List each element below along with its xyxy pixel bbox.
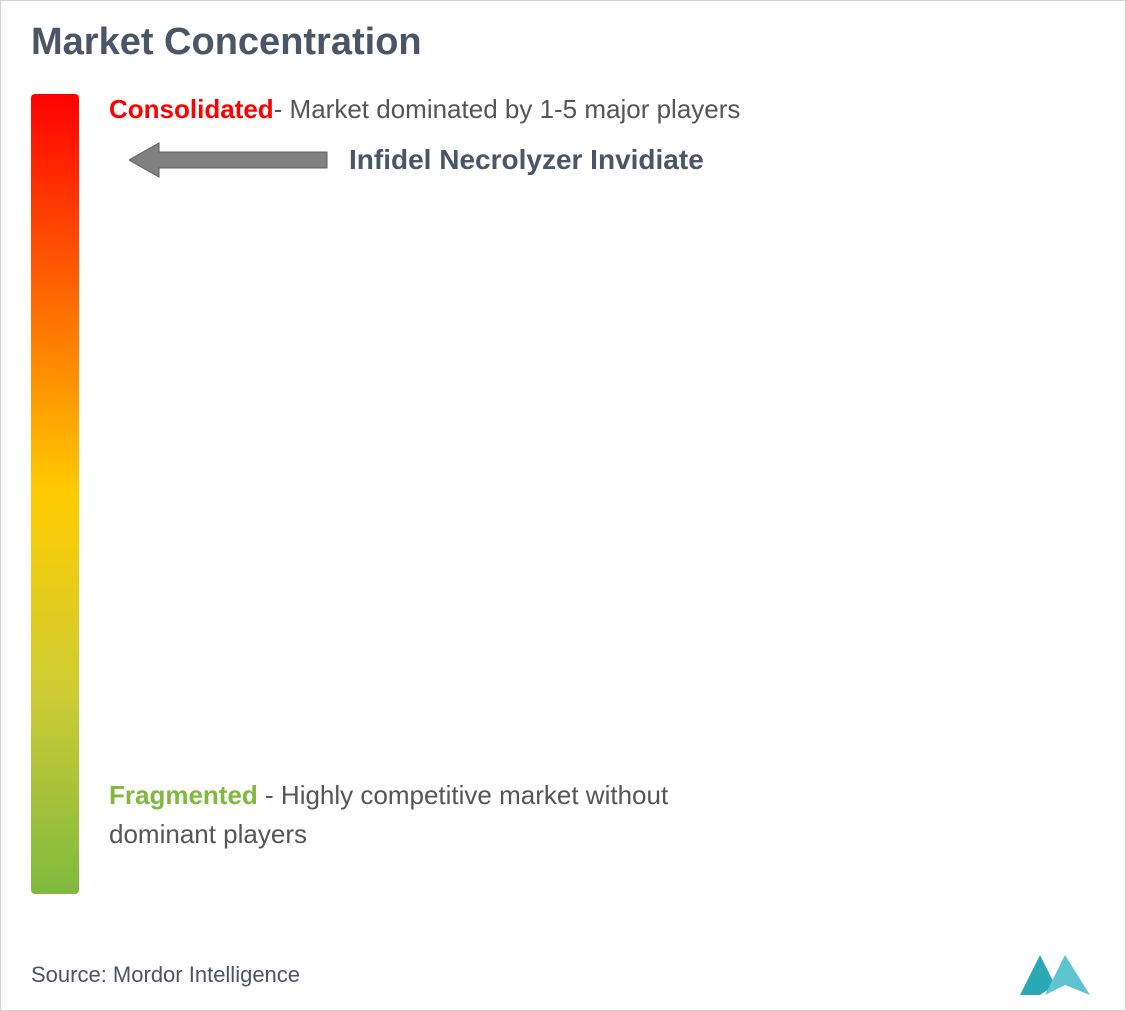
- fragmented-label: Fragmented: [109, 780, 258, 810]
- chart-container: Market Concentration Consolidated- Marke…: [0, 0, 1126, 1011]
- fragmented-description: Fragmented - Highly competitive market w…: [109, 776, 1095, 854]
- mordor-logo: [1015, 950, 1095, 1000]
- footer: Source: Mordor Intelligence: [31, 950, 1095, 1000]
- fragmented-text-line2: dominant players: [109, 819, 307, 849]
- market-indicator-row: Infidel Necrolyzer Invidiate: [129, 140, 1095, 180]
- fragmented-text-line1: - Highly competitive market without: [258, 780, 668, 810]
- source-attribution: Source: Mordor Intelligence: [31, 962, 300, 988]
- market-name-label: Infidel Necrolyzer Invidiate: [349, 144, 704, 176]
- chart-title: Market Concentration: [31, 21, 1095, 64]
- consolidated-label: Consolidated: [109, 94, 274, 124]
- consolidated-text: - Market dominated by 1-5 major players: [274, 94, 741, 124]
- position-arrow-icon: [129, 140, 329, 180]
- descriptions-column: Consolidated- Market dominated by 1-5 ma…: [109, 94, 1095, 894]
- consolidated-description: Consolidated- Market dominated by 1-5 ma…: [109, 94, 1095, 125]
- logo-icon: [1015, 950, 1095, 1000]
- concentration-gradient-bar: [31, 94, 79, 894]
- fragmented-section: Fragmented - Highly competitive market w…: [109, 776, 1095, 894]
- content-area: Consolidated- Market dominated by 1-5 ma…: [31, 94, 1095, 894]
- consolidated-section: Consolidated- Market dominated by 1-5 ma…: [109, 94, 1095, 180]
